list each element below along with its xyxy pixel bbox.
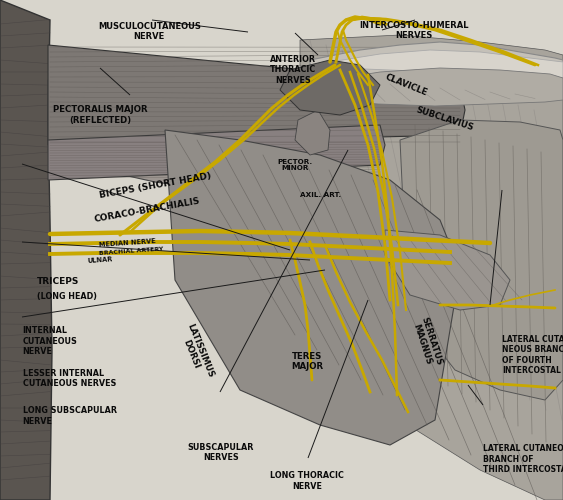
Polygon shape — [385, 230, 510, 310]
Text: TERES
MAJOR: TERES MAJOR — [291, 352, 323, 371]
Polygon shape — [48, 45, 465, 145]
Text: MEDIAN NERVE: MEDIAN NERVE — [99, 238, 156, 248]
Text: LATISSIMUS
DORSI: LATISSIMUS DORSI — [176, 322, 216, 382]
Text: SUBCLAVIUS: SUBCLAVIUS — [415, 106, 475, 132]
Text: BRACHIAL ARTERY: BRACHIAL ARTERY — [99, 247, 163, 256]
Polygon shape — [48, 67, 462, 145]
Text: PECTORALIS MAJOR
(REFLECTED): PECTORALIS MAJOR (REFLECTED) — [53, 106, 148, 124]
Text: PECTOR.
MINOR: PECTOR. MINOR — [278, 158, 312, 172]
Text: LATERAL CUTA-
NEOUS BRANCH
OF FOURTH
INTERCOSTAL: LATERAL CUTA- NEOUS BRANCH OF FOURTH INT… — [502, 335, 563, 375]
Text: AXIL. ART.: AXIL. ART. — [300, 192, 342, 198]
Text: MUSCULOCUTANEOUS
NERVE: MUSCULOCUTANEOUS NERVE — [98, 22, 200, 42]
Text: LATERAL CUTANEOUS
BRANCH OF
THIRD INTERCOSTAL: LATERAL CUTANEOUS BRANCH OF THIRD INTERC… — [483, 444, 563, 474]
Text: CLAVICLE: CLAVICLE — [384, 72, 429, 98]
Polygon shape — [330, 68, 563, 106]
Polygon shape — [165, 130, 460, 445]
Text: INTERNAL
CUTANEOUS
NERVE: INTERNAL CUTANEOUS NERVE — [23, 326, 77, 356]
Text: TRICEPS: TRICEPS — [37, 277, 79, 286]
Text: CORACO-BRACHIALIS: CORACO-BRACHIALIS — [93, 196, 200, 224]
Text: INTERCOSTO-HUMERAL
NERVES: INTERCOSTO-HUMERAL NERVES — [359, 21, 468, 40]
Text: LONG SUBSCAPULAR
NERVE: LONG SUBSCAPULAR NERVE — [23, 406, 117, 426]
Polygon shape — [0, 0, 52, 500]
Polygon shape — [300, 35, 563, 500]
Polygon shape — [310, 42, 563, 92]
Text: (LONG HEAD): (LONG HEAD) — [37, 292, 97, 301]
Text: ANTERIOR
THORACIC
NERVES: ANTERIOR THORACIC NERVES — [270, 55, 316, 85]
Polygon shape — [295, 110, 330, 155]
Text: ULNAR: ULNAR — [87, 256, 113, 264]
Polygon shape — [330, 50, 563, 78]
Polygon shape — [48, 125, 385, 180]
Text: SERRATUS
MAGNUS: SERRATUS MAGNUS — [410, 316, 444, 370]
Text: LONG THORACIC
NERVE: LONG THORACIC NERVE — [270, 472, 345, 490]
Polygon shape — [48, 82, 260, 188]
Text: SUBSCAPULAR
NERVES: SUBSCAPULAR NERVES — [187, 443, 254, 462]
Text: LESSER INTERNAL
CUTANEOUS NERVES: LESSER INTERNAL CUTANEOUS NERVES — [23, 369, 116, 388]
Polygon shape — [280, 60, 380, 115]
Text: BICEPS (SHORT HEAD): BICEPS (SHORT HEAD) — [99, 172, 212, 200]
Polygon shape — [400, 120, 563, 400]
